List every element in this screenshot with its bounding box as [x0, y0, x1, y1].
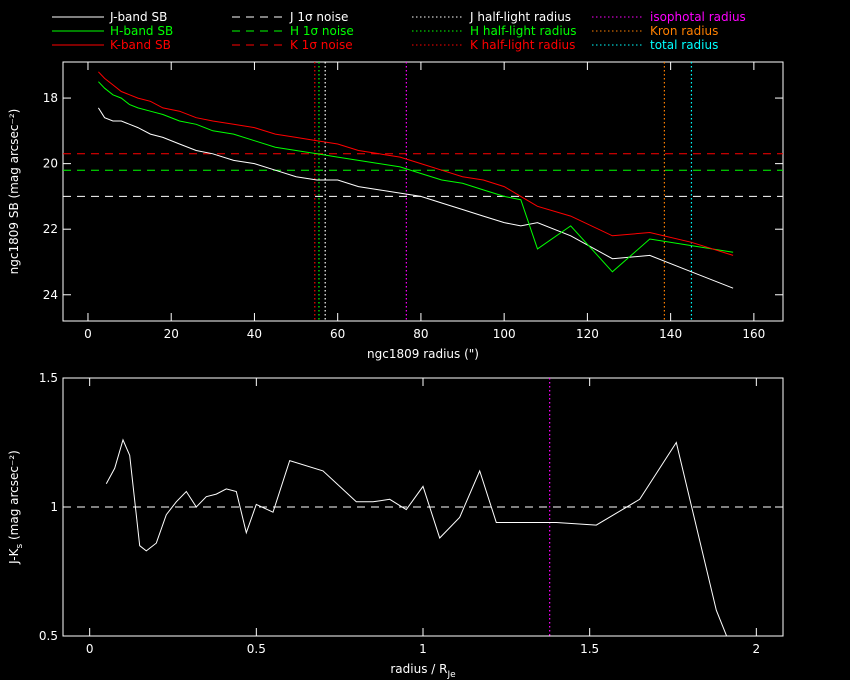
sb-profile-panel: 0 20 40 60 80 100 120 140 160 18 20 22 24 ngc1809 rad…: [7, 61, 784, 361]
y-axis-label: ngc1809 SB (mag arcsec⁻²): [7, 109, 21, 275]
legend-label: J-band SB: [109, 10, 167, 24]
y-tick-label: 18: [43, 91, 58, 105]
y-tick-label: 22: [43, 222, 58, 236]
legend-label: H 1σ noise: [290, 24, 354, 38]
legend-label: total radius: [650, 38, 718, 52]
x-tick-label: 100: [493, 327, 516, 341]
y-tick-label: 1: [50, 500, 58, 514]
y-tick-label: 24: [43, 288, 58, 302]
x-axis-label: radius / RJe: [390, 662, 456, 680]
legend-label: K 1σ noise: [290, 38, 353, 52]
y-axis-label: J-Ks (mag arcsec⁻²): [7, 450, 25, 565]
legend-label: H half-light radius: [470, 24, 577, 38]
x-tick-label: 120: [576, 327, 599, 341]
x-tick-label: 20: [164, 327, 179, 341]
x-tick-label: 140: [659, 327, 682, 341]
series-line: [98, 81, 734, 273]
legend-label: K-band SB: [110, 38, 171, 52]
legend-label: Kron radius: [650, 24, 718, 38]
x-tick-label: 40: [247, 327, 262, 341]
legend-label: H-band SB: [110, 24, 173, 38]
x-axis-label: ngc1809 radius ("): [367, 347, 479, 361]
x-tick-label: 60: [330, 327, 345, 341]
series-line: [105, 438, 728, 636]
plot-frame: [62, 61, 784, 322]
x-tick-label: 0.5: [247, 642, 266, 656]
legend-label: K half-light radius: [470, 38, 575, 52]
y-tick-label: 0.5: [39, 629, 58, 643]
x-tick-label: 2: [753, 642, 761, 656]
x-tick-label: 80: [413, 327, 428, 341]
x-tick-label: 0: [84, 327, 92, 341]
y-tick-label: 1.5: [39, 371, 58, 385]
series-line: [98, 71, 734, 256]
x-tick-label: 160: [742, 327, 765, 341]
plot-area: [63, 62, 783, 321]
plot-area: [63, 378, 783, 636]
series-line: [97, 107, 734, 289]
x-tick-label: 1: [419, 642, 427, 656]
legend-label: isophotal radius: [650, 10, 746, 24]
color-profile-panel: 0 0.5 1 1.5 2 0.5 1 1.5 radius / RJe J-Ks (mag ar…: [7, 371, 784, 680]
y-tick-label: 20: [43, 157, 58, 171]
legend-label: J half-light radius: [469, 10, 571, 24]
x-tick-label: 1.5: [580, 642, 599, 656]
x-tick-label: 0: [86, 642, 94, 656]
legend-label: J 1σ noise: [289, 10, 348, 24]
